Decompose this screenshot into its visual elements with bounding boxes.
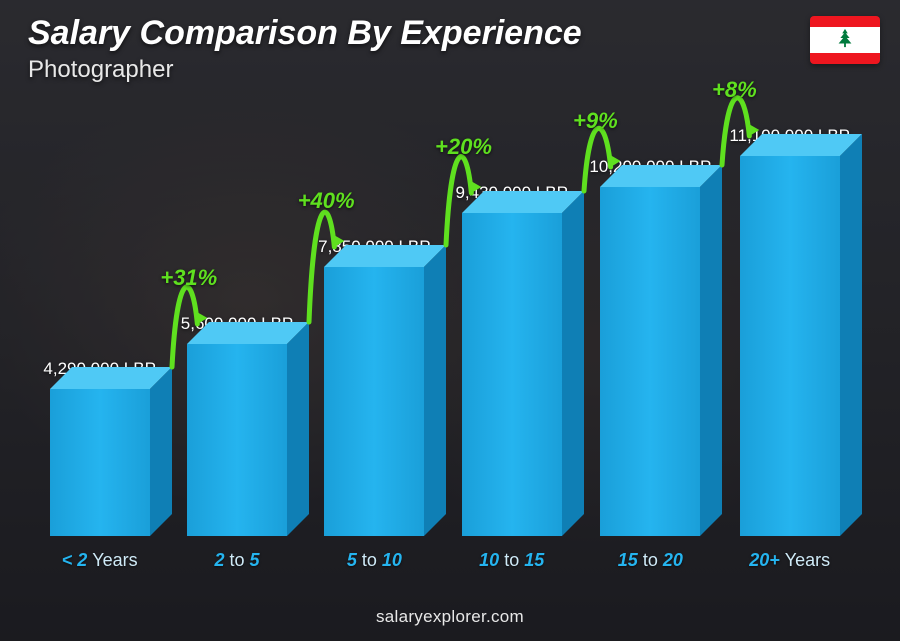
bar-side-face bbox=[840, 134, 862, 536]
bar-side-face bbox=[562, 191, 584, 536]
footer-attribution: salaryexplorer.com bbox=[0, 607, 900, 627]
bar-side-face bbox=[150, 367, 172, 536]
bar-column: 11,100,000 LBP20+ Years bbox=[729, 126, 850, 571]
cedar-tree-icon bbox=[834, 27, 856, 53]
bar-side-face bbox=[424, 245, 446, 536]
increase-label: +20% bbox=[435, 134, 492, 160]
bar-category-label: 10 to 15 bbox=[479, 550, 544, 571]
bar-column: 10,200,000 LBP15 to 20 bbox=[589, 157, 711, 571]
bar bbox=[600, 187, 700, 536]
bar-category-label: 20+ Years bbox=[749, 550, 830, 571]
bar-front-face bbox=[50, 389, 150, 536]
bar-category-label: 5 to 10 bbox=[347, 550, 402, 571]
bar-side-face bbox=[287, 322, 309, 536]
bar-category-label: < 2 Years bbox=[62, 550, 138, 571]
bar-front-face bbox=[740, 156, 840, 536]
bar-category-label: 15 to 20 bbox=[618, 550, 683, 571]
bar-side-face bbox=[700, 165, 722, 536]
increase-label: +31% bbox=[160, 265, 217, 291]
country-flag bbox=[810, 16, 880, 64]
chart-title: Salary Comparison By Experience bbox=[28, 14, 582, 53]
bar-front-face bbox=[600, 187, 700, 536]
flag-stripe-top bbox=[810, 16, 880, 27]
bar bbox=[462, 213, 562, 536]
bar-column: 4,290,000 LBP< 2 Years bbox=[40, 359, 159, 571]
chart-subtitle: Photographer bbox=[28, 56, 173, 84]
increase-label: +8% bbox=[712, 77, 757, 103]
infographic-stage: Salary Comparison By Experience Photogra… bbox=[0, 0, 900, 641]
bar bbox=[50, 389, 150, 536]
flag-stripe-middle bbox=[810, 27, 880, 53]
increase-label: +9% bbox=[573, 108, 618, 134]
bar-category-label: 2 to 5 bbox=[214, 550, 259, 571]
flag-stripe-bottom bbox=[810, 53, 880, 64]
bar-front-face bbox=[462, 213, 562, 536]
increase-label: +40% bbox=[298, 188, 355, 214]
bar bbox=[740, 156, 840, 536]
